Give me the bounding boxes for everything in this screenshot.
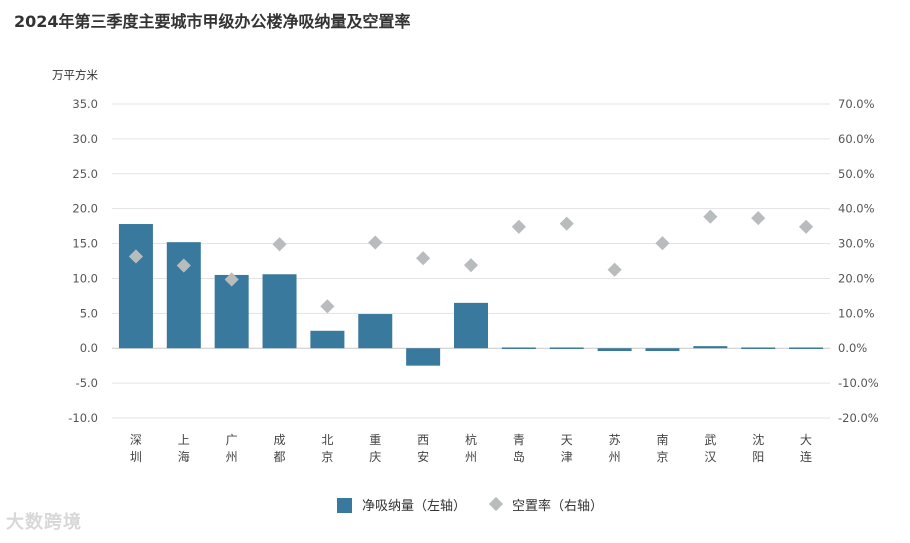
absorption-bars [118, 224, 824, 366]
category-label: 南 [656, 432, 668, 447]
left-tick-label: 35.0 [72, 97, 98, 111]
marker-天津 [559, 216, 574, 231]
category-label: 京 [656, 450, 668, 464]
category-label: 都 [274, 450, 286, 464]
category-label: 州 [609, 450, 621, 464]
legend-label-vacancy: 空置率（右轴） [512, 498, 603, 514]
marker-青岛 [511, 219, 526, 234]
category-label: 上 [178, 433, 190, 447]
category-label: 杭 [465, 432, 477, 447]
category-label: 北 [321, 433, 333, 447]
category-label: 庆 [369, 450, 381, 464]
category-label: 岛 [513, 449, 525, 464]
right-tick-label: 30.0% [838, 237, 875, 251]
marker-深圳 [128, 249, 144, 264]
left-tick-label: 30.0 [72, 132, 98, 146]
category-label: 州 [465, 450, 477, 464]
category-label: 连 [800, 449, 812, 464]
category-label: 阳 [752, 450, 764, 464]
category-label: 安 [417, 449, 429, 464]
marker-沈阳 [751, 211, 766, 226]
bar-青岛 [501, 347, 536, 349]
right-tick-label: -10.0% [838, 376, 879, 390]
marker-西安 [416, 251, 431, 266]
right-tick-label: 20.0% [838, 271, 875, 285]
bar-武汉 [693, 346, 728, 349]
vacancy-markers [128, 209, 814, 314]
legend-swatch-marker [488, 496, 504, 512]
category-label: 西 [417, 433, 429, 447]
marker-成都 [272, 237, 287, 252]
left-tick-label: -5.0 [76, 376, 98, 390]
bar-杭州 [454, 302, 488, 349]
category-label: 圳 [130, 450, 142, 464]
bar-北京 [310, 330, 345, 349]
right-tick-label: -20.0% [838, 411, 879, 425]
marker-广州 [224, 272, 239, 287]
bar-深圳 [118, 224, 153, 349]
marker-武汉 [703, 209, 718, 224]
bar-成都 [262, 274, 297, 349]
category-label: 沈 [752, 432, 764, 447]
category-label: 津 [561, 450, 573, 464]
left-axis-ticks: -10.0 -5.0 0.0 5.0 10.0 15.0 20.0 25.0 30.0 35.0 [68, 97, 98, 425]
left-axis-unit: 万平方米 [52, 68, 98, 82]
marker-苏州 [607, 262, 622, 277]
left-tick-label: 0.0 [80, 341, 98, 355]
category-label: 重 [369, 433, 381, 447]
category-label: 京 [321, 450, 333, 464]
legend[interactable]: 净吸纳量（左轴） 空置率（右轴） [337, 496, 603, 514]
left-tick-label: 25.0 [72, 167, 98, 181]
category-label: 深 [130, 433, 142, 447]
category-label: 苏 [609, 433, 621, 447]
right-tick-label: 40.0% [838, 202, 875, 216]
left-tick-label: 20.0 [72, 202, 98, 216]
bar-广州 [214, 274, 249, 349]
right-tick-label: 50.0% [838, 167, 875, 181]
left-tick-label: 15.0 [72, 237, 98, 251]
category-label: 武 [704, 433, 716, 447]
legend-swatch-bar [337, 498, 352, 513]
left-tick-label: 10.0 [72, 271, 98, 285]
chart-title: 2024年第三季度主要城市甲级办公楼净吸纳量及空置率 [14, 12, 411, 31]
marker-大连 [798, 219, 814, 234]
category-label: 汉 [704, 450, 716, 464]
category-label: 广 [226, 433, 238, 447]
watermark-logo: 大数跨境 [6, 512, 82, 533]
bar-天津 [549, 347, 584, 349]
bar-南京 [645, 348, 680, 352]
category-label: 成 [274, 433, 286, 447]
bar-上海 [166, 242, 201, 349]
right-tick-label: 70.0% [838, 97, 875, 111]
marker-重庆 [368, 235, 383, 250]
bar-沈阳 [741, 347, 776, 349]
category-label: 天 [561, 433, 573, 447]
bar-大连 [789, 347, 824, 349]
right-tick-label: 60.0% [838, 132, 875, 146]
category-label: 青 [513, 433, 525, 447]
right-tick-label: 10.0% [838, 306, 875, 320]
marker-杭州 [463, 258, 479, 273]
right-axis-ticks: -20.0% -10.0% 0.0% 10.0% 20.0% 30.0% 40.0% 50.0… [838, 97, 879, 425]
marker-南京 [655, 236, 670, 251]
left-tick-label: 5.0 [80, 306, 98, 320]
left-tick-label: -10.0 [68, 411, 98, 425]
legend-label-absorption: 净吸纳量（左轴） [362, 499, 466, 514]
marker-上海 [176, 258, 191, 273]
bar-苏州 [597, 348, 632, 352]
category-label: 大 [800, 433, 812, 447]
bar-西安 [406, 348, 441, 366]
right-tick-label: 0.0% [838, 341, 867, 355]
bar-重庆 [358, 314, 393, 349]
category-label: 海 [178, 449, 190, 464]
category-label: 州 [226, 450, 238, 464]
marker-北京 [320, 299, 335, 314]
